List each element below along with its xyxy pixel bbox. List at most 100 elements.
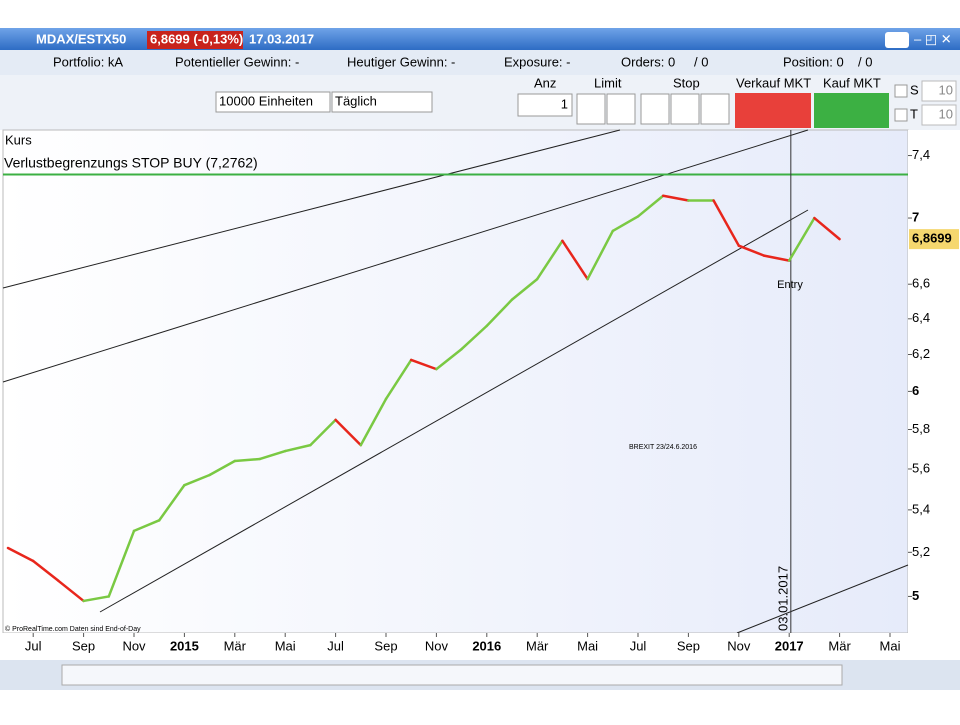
period-select[interactable] [331, 91, 433, 113]
stop-text: Verlustbegrenzungs STOP BUY (7,2762) [4, 155, 258, 171]
price-segment [183, 473, 211, 487]
position-total: / 0 [858, 54, 872, 69]
price-segment [283, 443, 312, 453]
scrollbar[interactable] [61, 664, 843, 686]
price-segment [813, 216, 841, 241]
y-tick-label: 6,2 [912, 346, 930, 361]
x-tick-label: Jul [327, 638, 344, 653]
price-segment [31, 559, 60, 583]
sell-button[interactable] [735, 93, 811, 128]
price-segment [636, 194, 665, 218]
stop-trail-button[interactable] [700, 93, 730, 125]
last-price-label: 6,8699 [912, 231, 952, 246]
y-tick-label: 6,6 [912, 276, 930, 291]
y-tick-label: 5,8 [912, 421, 930, 436]
x-tick-label: 2015 [170, 638, 199, 653]
t-value: 10 [939, 106, 953, 121]
x-tick-label: Sep [374, 638, 397, 653]
price-segment [409, 358, 438, 371]
price-segment [460, 324, 489, 351]
s-label: S [910, 82, 919, 97]
price-segment [157, 483, 186, 522]
y-tick-label: 7,4 [912, 147, 930, 162]
date: 17.03.2017 [249, 31, 314, 46]
last-price-box [909, 229, 959, 250]
s-input[interactable] [921, 80, 957, 102]
x-tick-label: Sep [677, 638, 700, 653]
price-segment [611, 215, 640, 233]
qty-label: Anz [534, 75, 556, 90]
x-tick-label: Mär [828, 638, 851, 653]
price-segment [6, 546, 35, 563]
keyboard-button[interactable] [885, 32, 909, 48]
price-segment [57, 579, 85, 603]
qty: 1 [561, 96, 568, 111]
title-bar [0, 28, 960, 50]
annotation: Entry [777, 279, 803, 291]
y-axis-area [908, 130, 960, 633]
x-tick-label: Jul [25, 638, 42, 653]
qty-input[interactable] [517, 93, 573, 117]
price-segment [107, 529, 136, 598]
price-segment [661, 194, 690, 202]
stop-buy-button[interactable] [640, 93, 670, 125]
sell-label: Verkauf MKT [736, 75, 811, 90]
limit-sell-button[interactable] [606, 93, 636, 125]
x-axis-area [0, 633, 960, 660]
potential-gain: Potentieller Gewinn: - [175, 54, 299, 69]
orders: Orders: 0 [621, 54, 675, 69]
y-tick-label: 5 [912, 588, 919, 603]
t-checkbox[interactable] [894, 108, 908, 122]
x-tick-label: Nov [727, 638, 751, 653]
price-segment [359, 397, 388, 447]
channel-line [736, 564, 909, 634]
units-select[interactable] [215, 91, 331, 113]
price-segment [712, 199, 741, 247]
price-segment [510, 277, 539, 301]
x-tick-label: Nov [122, 638, 146, 653]
y-tick-label: 5,2 [912, 544, 930, 559]
x-tick-label: Mär [526, 638, 549, 653]
buy-button[interactable] [814, 93, 889, 128]
s-value: 10 [939, 82, 953, 97]
channel-line [2, 129, 809, 383]
y-tick-label: 6,4 [912, 310, 930, 325]
stop-label: Stop [673, 75, 700, 90]
t-input[interactable] [921, 104, 957, 126]
price-segment [561, 239, 589, 281]
x-tick-label: 2017 [775, 638, 804, 653]
s-checkbox[interactable] [894, 84, 908, 98]
today-gain: Heutiger Gewinn: - [347, 54, 455, 69]
x-tick-label: Jul [630, 638, 647, 653]
y-tick-label: 7 [912, 209, 919, 224]
units: 10000 Einheiten [219, 93, 313, 108]
portfolio: Portfolio: kA [53, 54, 123, 69]
y-tick-label: 5,4 [912, 501, 930, 516]
x-tick-label: Mai [880, 638, 901, 653]
x-tick-label: 2016 [472, 638, 501, 653]
stop-sell-button[interactable] [670, 93, 700, 125]
price-segment [132, 519, 161, 533]
plot-area [2, 129, 909, 634]
window-controls[interactable]: – ◰ ✕ [914, 31, 952, 46]
price: 6,8699 (-0,13%) [150, 31, 243, 46]
annotation: BREXIT 23/24.6.2016 [629, 444, 697, 451]
y-tick-label: 5,6 [912, 460, 930, 475]
price-segment [787, 216, 816, 262]
price-segment [485, 298, 514, 328]
buy-label: Kauf MKT [823, 75, 881, 90]
price-badge [147, 31, 243, 49]
limit-label: Limit [594, 75, 622, 90]
t-label: T [910, 106, 918, 121]
chart: 7,4 7 6,6 6,4 6,2 6 5,8 5,6 5,4 5,2 5 Jul Sep Nov 2015… [3, 130, 959, 653]
limit-buy-button[interactable] [576, 93, 606, 125]
price-segment [435, 347, 463, 371]
price-segment [586, 229, 615, 281]
price-segment [334, 418, 363, 447]
position: Position: 0 [783, 54, 844, 69]
price-segment [309, 418, 337, 447]
x-tick-label: Mär [224, 638, 247, 653]
x-tick-label: Nov [425, 638, 449, 653]
copyright: © ProRealTime.com Daten sind End-of-Day [5, 625, 141, 633]
channel-line [99, 209, 809, 613]
